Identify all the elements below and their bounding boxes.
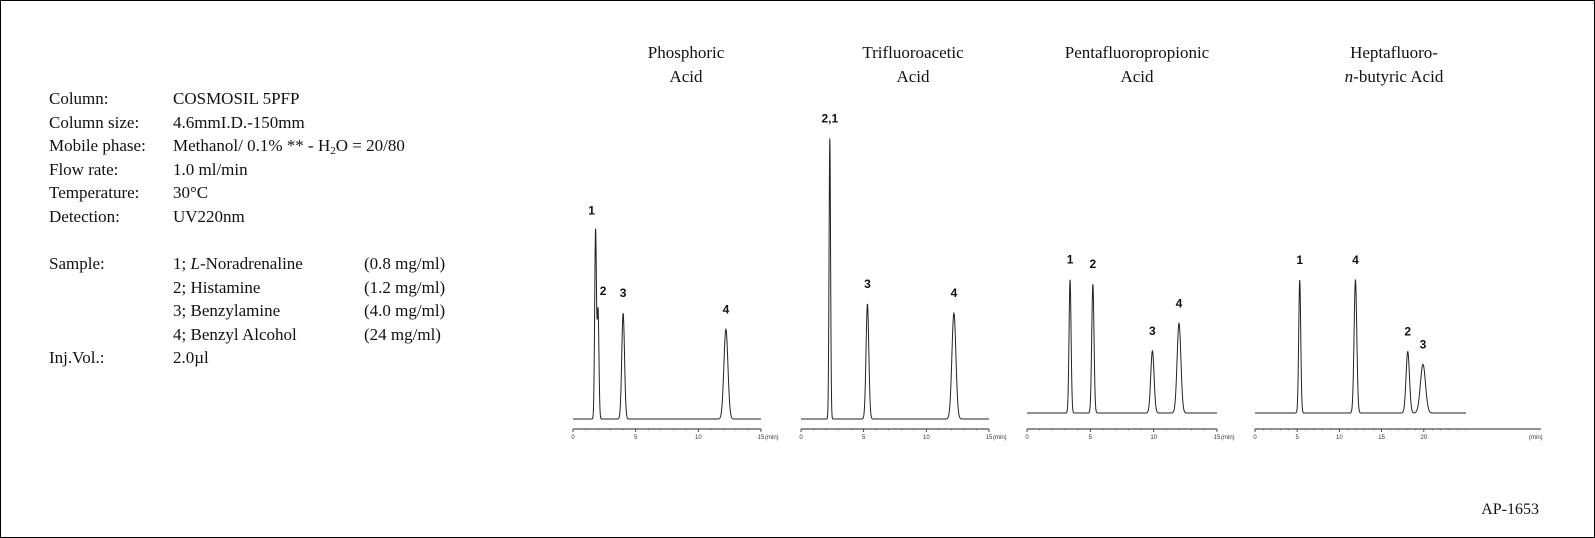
mobile-phase-text-end: O = 20/80: [335, 136, 405, 155]
chart-title-phosphoric: Phosphoric Acid: [647, 43, 725, 86]
peak-label-1: 1: [588, 203, 595, 217]
x-tick-label: 20: [1420, 435, 1427, 441]
x-tick-label: 0: [1253, 435, 1257, 441]
condition-value: 2.0µl: [173, 348, 209, 367]
x-tick-label: 5: [1089, 435, 1093, 441]
x-axis-unit: (min): [1221, 435, 1235, 441]
x-tick-label: 5: [634, 435, 638, 441]
condition-label: Column:: [49, 89, 109, 108]
x-tick-label: 15: [1378, 435, 1385, 441]
peak-label-4: 4: [723, 302, 730, 316]
x-tick-label: 15: [986, 435, 993, 441]
mobile-phase-subscript: 2: [330, 145, 336, 157]
condition-value: UV220nm: [173, 206, 245, 226]
condition-value: 30°C: [173, 183, 209, 202]
x-tick-label: 15: [758, 435, 765, 441]
condition-value: Methanol/ 0.1% ** - H2O = 20/80: [173, 134, 405, 158]
chart-title-line1: Heptafluoro-: [1350, 43, 1438, 62]
x-tick-label: 5: [862, 435, 866, 441]
condition-label: Detection:: [49, 206, 120, 226]
mobile-phase-text: Methanol/ 0.1% ** - H: [173, 136, 331, 155]
x-axis-unit: (min): [993, 435, 1007, 441]
sample-name: 1; L-Noradrenaline: [173, 252, 303, 276]
document-code: AP-1653: [1481, 501, 1539, 518]
peak-label-3: 3: [1149, 324, 1156, 338]
sample-concentration: (4.0 mg/ml): [364, 301, 446, 320]
x-tick-label: 10: [1150, 435, 1157, 441]
peak-label-3: 3: [1420, 337, 1427, 351]
chart-title-heptafluorobutyric: Heptafluoro- n-butyric Acid: [1284, 41, 1504, 89]
sample-name: 3; Benzylamine: [173, 299, 280, 323]
condition-value: COSMOSIL 5PFP: [173, 89, 300, 108]
chromatogram-trace-2: [801, 138, 989, 420]
condition-value: 4.6mmI.D.-150mm: [173, 112, 305, 132]
peak-label-2: 2: [600, 284, 607, 298]
sample-compound: -Noradrenaline: [199, 254, 303, 273]
sample-concentration: (1.2 mg/ml): [364, 277, 446, 297]
sample-compound: Benzyl Alcohol: [190, 324, 297, 344]
peak-label-1: 1: [1296, 253, 1303, 267]
chromatogram-trace-3: [1027, 279, 1217, 414]
condition-label: Sample:: [49, 254, 105, 273]
x-tick-label: 15: [1214, 435, 1221, 441]
sample-concentration: (24 mg/ml): [364, 324, 441, 344]
x-axis-unit: (min): [765, 435, 779, 441]
condition-label: Temperature:: [49, 183, 140, 202]
x-tick-label: 0: [571, 435, 575, 441]
sample-number: 1;: [173, 254, 191, 273]
x-tick-label: 10: [695, 435, 702, 441]
sample-compound: Histamine: [190, 277, 261, 297]
chart-title-italic: n: [1344, 67, 1354, 86]
sample-number: 2;: [173, 277, 191, 297]
x-tick-label: 0: [799, 435, 803, 441]
peak-label-4: 4: [951, 286, 958, 300]
peak-label-3: 3: [864, 277, 871, 291]
condition-label: Flow rate:: [49, 159, 119, 179]
chromatogram-trace-1: [573, 228, 761, 420]
sample-compound: Benzylamine: [190, 301, 281, 320]
x-axis-unit: (min): [1529, 435, 1543, 441]
chart-title-pentafluoropropionic: Pentafluoropropionic Acid: [1064, 43, 1210, 86]
condition-label: Inj.Vol.:: [49, 348, 105, 367]
x-tick-label: 10: [1336, 435, 1343, 441]
sample-name: 4; Benzyl Alcohol: [173, 323, 297, 347]
sample-name: 2; Histamine: [173, 276, 260, 300]
chart-title-trifluoroacetic: Trifluoroacetic Acid: [862, 43, 964, 86]
sample-number: 4;: [173, 324, 191, 344]
peak-label-1: 1: [1067, 253, 1074, 267]
condition-value: 1.0 ml/min: [173, 159, 248, 179]
peak-label-4: 4: [1352, 253, 1359, 267]
sample-italic-prefix: L: [190, 254, 200, 273]
chart-title-line2: -butyric Acid: [1353, 67, 1444, 86]
chromatogram-trace-4: [1255, 278, 1466, 414]
peak-label-4: 4: [1176, 296, 1183, 310]
peak-label-2,1: 2,1: [821, 111, 838, 125]
peak-label-3: 3: [620, 286, 627, 300]
x-tick-label: 5: [1296, 435, 1300, 441]
x-tick-label: 10: [923, 435, 930, 441]
condition-label: Mobile phase:: [49, 136, 146, 155]
x-tick-label: 0: [1025, 435, 1029, 441]
condition-label: Column size:: [49, 112, 140, 132]
peak-label-2: 2: [1404, 325, 1411, 339]
sample-concentration: (0.8 mg/ml): [364, 254, 446, 273]
sample-number: 3;: [173, 301, 191, 320]
peak-label-2: 2: [1090, 257, 1097, 271]
